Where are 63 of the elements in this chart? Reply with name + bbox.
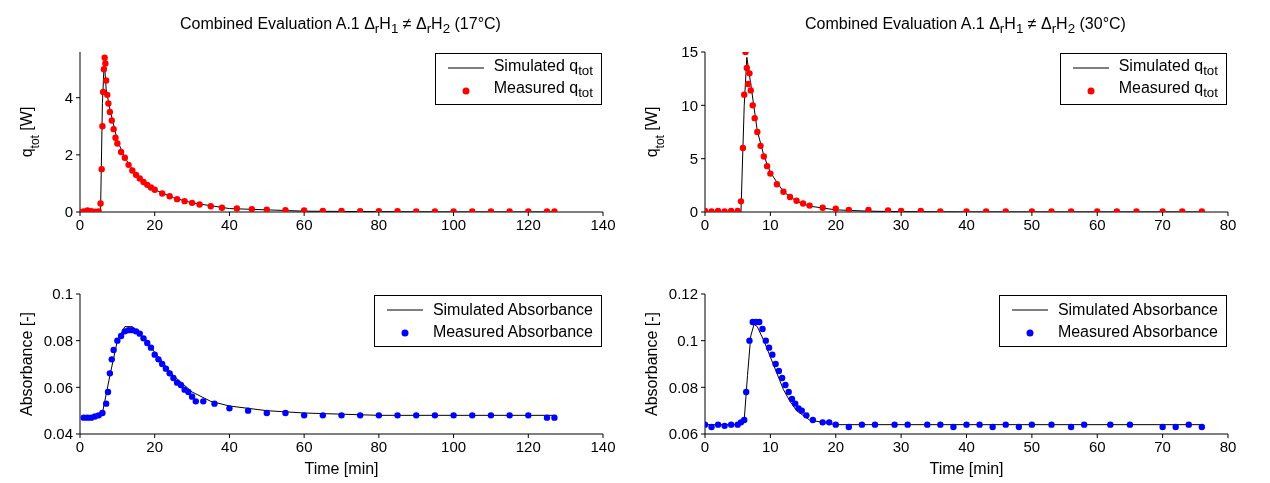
x-tick-label: 40 xyxy=(221,215,238,233)
x-tick-label: 0 xyxy=(700,215,710,233)
legend-label: Measured Absorbance xyxy=(432,323,593,341)
x-tick-label: 120 xyxy=(515,215,541,233)
y-tick-label: 4 xyxy=(64,89,73,107)
y-tick-label: 0 xyxy=(64,203,73,221)
x-tick-label: 30 xyxy=(892,215,910,233)
x-tick-label: 10 xyxy=(762,437,779,455)
legend-label: Simulated Absorbance xyxy=(432,301,593,319)
y-tick-label: 0.06 xyxy=(668,425,698,443)
legend-label: Simulated q$_{tot}$ xyxy=(1118,57,1218,79)
x-tick-label: 0 xyxy=(700,437,710,455)
x-tick-label: 40 xyxy=(958,437,975,455)
y-axis-title: Absorbance [-] xyxy=(643,311,660,417)
x-tick-label: 100 xyxy=(441,215,467,233)
x-axis-title: Time [min] xyxy=(929,460,1004,477)
x-tick-label: 60 xyxy=(295,437,313,455)
x-tick-label: 120 xyxy=(515,437,541,455)
x-tick-label: 60 xyxy=(1088,437,1106,455)
legend-label: Simulated q$_{tot}$ xyxy=(493,57,593,79)
x-tick-label: 70 xyxy=(1154,215,1171,233)
x-tick-label: 140 xyxy=(590,215,616,233)
x-tick-label: 80 xyxy=(1219,437,1237,455)
x-tick-label: 0 xyxy=(75,437,85,455)
y-tick-label: 2 xyxy=(64,146,73,164)
x-tick-label: 80 xyxy=(370,437,388,455)
y-tick-label: 5 xyxy=(689,149,698,167)
x-tick-label: 0 xyxy=(75,215,85,233)
legend-label: Measured q$_{tot}$ xyxy=(1118,79,1218,101)
chart-title: Combined Evaluation A.1 Δ$_{r}$H$_{1}$ ≠ Δ$_{r}$H$_{2}$ (30°C) xyxy=(805,15,1126,37)
x-tick-label: 100 xyxy=(441,437,467,455)
y-tick-label: 0.1 xyxy=(677,331,698,349)
x-axis-title: Time [min] xyxy=(304,460,379,477)
y-tick-label: 0.1 xyxy=(52,285,73,303)
x-tick-label: 40 xyxy=(221,437,238,455)
x-tick-label: 10 xyxy=(762,215,779,233)
legend-label: Measured q$_{tot}$ xyxy=(493,79,593,101)
x-tick-label: 60 xyxy=(295,215,313,233)
x-tick-label: 140 xyxy=(590,437,616,455)
x-tick-label: 20 xyxy=(827,215,845,233)
legend-label: Simulated Absorbance xyxy=(1057,301,1218,319)
x-tick-label: 80 xyxy=(370,215,388,233)
y-tick-label: 0.08 xyxy=(668,378,698,396)
y-tick-label: 0.08 xyxy=(43,331,73,349)
x-tick-label: 30 xyxy=(892,437,910,455)
y-axis-title: Absorbance [-] xyxy=(18,311,35,417)
y-tick-label: 0 xyxy=(689,203,698,221)
x-tick-label: 20 xyxy=(827,437,845,455)
legend-label: Measured Absorbance xyxy=(1057,323,1218,341)
x-tick-label: 20 xyxy=(146,215,164,233)
x-tick-label: 50 xyxy=(1023,437,1041,455)
x-tick-label: 40 xyxy=(958,215,975,233)
chart-title: Combined Evaluation A.1 Δ$_{r}$H$_{1}$ ≠ Δ$_{r}$H$_{2}$ (17°C) xyxy=(180,15,501,37)
x-tick-label: 70 xyxy=(1154,437,1171,455)
y-tick-label: 10 xyxy=(681,96,698,114)
x-tick-label: 80 xyxy=(1219,215,1237,233)
y-tick-label: 0.06 xyxy=(43,378,73,396)
y-tick-label: 15 xyxy=(681,43,698,61)
x-tick-label: 60 xyxy=(1088,215,1106,233)
y-tick-label: 0.12 xyxy=(668,285,698,303)
x-tick-label: 20 xyxy=(146,437,164,455)
x-tick-label: 50 xyxy=(1023,215,1041,233)
y-tick-label: 0.04 xyxy=(43,425,73,443)
